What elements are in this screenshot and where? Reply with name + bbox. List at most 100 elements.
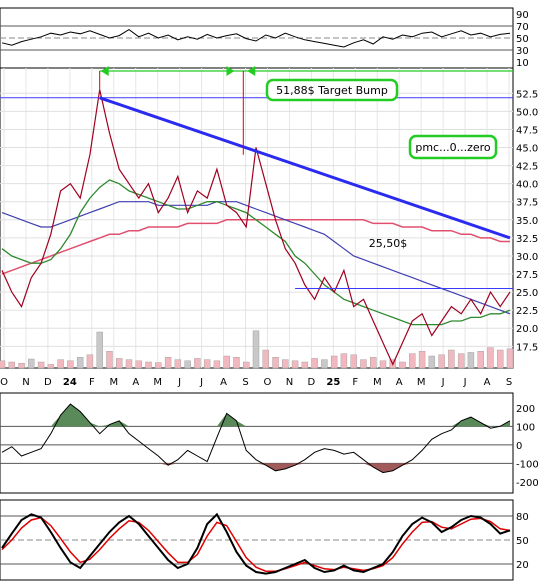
x-tick-label: M bbox=[417, 377, 426, 388]
pmc-label-box bbox=[408, 134, 498, 160]
support-level-label: 25,50$ bbox=[369, 237, 408, 250]
x-tick-label: O bbox=[264, 377, 272, 388]
price-series-line bbox=[1, 89, 511, 366]
price-tick-label: 22.5 bbox=[516, 306, 538, 317]
x-tick-label: S bbox=[506, 377, 512, 388]
x-tick-label: 25 bbox=[326, 377, 340, 388]
price-tick-label: 47.5 bbox=[516, 125, 538, 136]
volume-bar bbox=[96, 331, 103, 369]
x-tick-label: O bbox=[0, 377, 8, 388]
price-tick-label: 30.0 bbox=[516, 252, 538, 263]
stoch-tick-label: 20 bbox=[516, 560, 529, 571]
x-tick-label: F bbox=[352, 377, 358, 388]
volume-bar bbox=[311, 358, 318, 369]
panel-stoch: 80 50 20 bbox=[0, 499, 529, 581]
price-tick-label: 17.5 bbox=[516, 342, 538, 353]
price-tick-label: 32.5 bbox=[516, 234, 538, 245]
price-tick-label: 50.0 bbox=[516, 107, 538, 118]
volume-bar bbox=[418, 351, 426, 369]
volume-bar bbox=[448, 349, 455, 369]
volume-bar bbox=[272, 357, 279, 369]
price-tick-label: 45.0 bbox=[516, 144, 538, 155]
price-tick-label: 20.0 bbox=[516, 324, 538, 335]
moving-average-blue-line bbox=[1, 201, 511, 315]
cci-tick-label: -100 bbox=[516, 459, 539, 470]
x-tick-label: M bbox=[373, 377, 382, 388]
target-bump-label: 51,88$ Target Bump bbox=[276, 84, 388, 97]
x-tick-label: A bbox=[484, 377, 491, 388]
volume-bar bbox=[57, 359, 64, 369]
volume-bar bbox=[506, 348, 514, 369]
rsi-tick-label: 10 bbox=[516, 58, 529, 69]
rsi-tick-label: 30 bbox=[516, 46, 529, 57]
x-tick-label: A bbox=[132, 377, 139, 388]
rsi-tick-label: 70 bbox=[516, 22, 529, 33]
volume-bar bbox=[291, 360, 299, 369]
volume-bar bbox=[135, 360, 142, 369]
volume-bar bbox=[8, 361, 15, 369]
volume-bar bbox=[223, 355, 230, 369]
x-tick-label: N bbox=[22, 377, 29, 388]
volume-bar bbox=[106, 351, 113, 369]
volume-bar bbox=[262, 349, 269, 369]
arrow-head-icon bbox=[247, 66, 256, 76]
volume-bar bbox=[47, 364, 55, 369]
volume-bar bbox=[379, 360, 387, 369]
volume-bar bbox=[243, 361, 250, 369]
x-tick-label: A bbox=[220, 377, 227, 388]
cci-series-line bbox=[1, 403, 511, 474]
volume-bar bbox=[360, 359, 367, 369]
x-tick-label: N bbox=[286, 377, 293, 388]
volume-bar bbox=[487, 347, 494, 369]
arrow-head-icon bbox=[226, 66, 235, 76]
volume-bar bbox=[116, 358, 123, 369]
volume-bar bbox=[497, 349, 504, 369]
x-axis: O N D 24 F M A M J J A S O N D 25 F M A M J J A S bbox=[0, 377, 512, 388]
x-tick-label: D bbox=[308, 377, 316, 388]
cci-tick-label: -200 bbox=[516, 478, 539, 489]
stoch-tick-label: 50 bbox=[516, 536, 529, 547]
volume-bar bbox=[67, 360, 74, 369]
volume-bar bbox=[350, 354, 357, 369]
rsi-tick-label: 90 bbox=[516, 10, 529, 21]
volume-bar bbox=[203, 359, 211, 369]
volume-bar bbox=[184, 360, 191, 369]
panel-price: 52.5 50.0 47.5 45.0 42.5 40.0 37.5 35.0 32.5 30.0… bbox=[0, 66, 538, 369]
volume-bar bbox=[252, 330, 260, 369]
price-tick-label: 37.5 bbox=[516, 198, 538, 209]
price-tick-label: 40.0 bbox=[516, 180, 538, 191]
x-tick-label: F bbox=[89, 377, 95, 388]
volume-bar bbox=[282, 359, 289, 369]
x-tick-label: S bbox=[242, 377, 248, 388]
x-tick-label: J bbox=[177, 377, 181, 388]
price-tick-label: 27.5 bbox=[516, 270, 538, 281]
cci-tick-label: 200 bbox=[516, 404, 535, 415]
volume-bar bbox=[37, 361, 45, 369]
price-tick-label: 25.0 bbox=[516, 288, 538, 299]
volume-bar bbox=[477, 351, 484, 369]
x-tick-label: M bbox=[109, 377, 118, 388]
volume-bar bbox=[164, 357, 172, 369]
descending-trendline bbox=[99, 96, 511, 240]
x-tick-label: A bbox=[396, 377, 403, 388]
volume-bar bbox=[457, 353, 465, 369]
volume-bar bbox=[438, 354, 445, 369]
volume-bar bbox=[213, 360, 221, 369]
price-tick-label: 52.5 bbox=[516, 89, 538, 100]
x-tick-label: M bbox=[153, 377, 162, 388]
target-bump-label-box bbox=[265, 78, 399, 102]
volume-bar bbox=[399, 361, 406, 369]
stochastic-fast-line bbox=[1, 512, 511, 575]
rsi-series-line bbox=[1, 28, 511, 48]
panel-cci: 200 100 0 -100 -200 bbox=[0, 392, 539, 494]
stoch-tick-label: 80 bbox=[516, 512, 529, 523]
volume-bar bbox=[145, 361, 152, 369]
volume-bar bbox=[76, 357, 84, 369]
volume-bar bbox=[18, 363, 25, 369]
volume-bar bbox=[330, 355, 338, 369]
volume-bar bbox=[409, 353, 416, 369]
cci-tick-label: 0 bbox=[516, 441, 522, 452]
x-tick-label: J bbox=[199, 377, 203, 388]
